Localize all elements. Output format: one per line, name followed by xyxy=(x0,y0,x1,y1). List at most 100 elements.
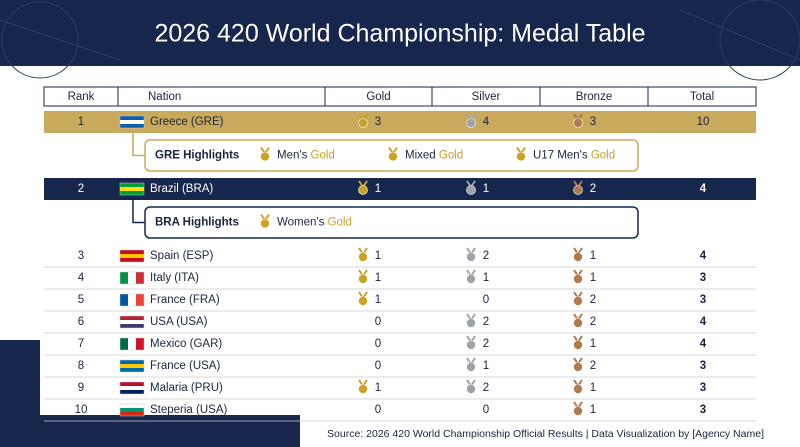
bronze-count: 2 xyxy=(590,316,596,328)
event: Women's xyxy=(277,217,325,229)
flag-stripe xyxy=(120,364,144,368)
medal-icon xyxy=(466,118,476,128)
flag-stripe xyxy=(120,294,128,306)
medal-icon xyxy=(358,252,368,262)
rank: 6 xyxy=(78,316,84,328)
silver-count: 0 xyxy=(483,294,489,306)
flag-stripe xyxy=(120,368,144,372)
highlight-item: Mixed Gold xyxy=(405,150,463,162)
flag-border xyxy=(119,249,145,263)
medal-icon xyxy=(573,185,583,195)
medal-type: Gold xyxy=(439,150,463,162)
medal-icon xyxy=(573,340,583,350)
header-cell xyxy=(647,86,757,107)
flag-stripe xyxy=(120,254,144,258)
medal-icon xyxy=(573,318,583,328)
total: 10 xyxy=(697,116,710,128)
flag-border xyxy=(119,293,145,307)
flag-border xyxy=(119,403,145,417)
flag-border xyxy=(119,182,145,196)
medal-icon xyxy=(358,118,368,128)
medal-icon xyxy=(466,274,476,284)
header-decoration xyxy=(0,0,800,81)
total: 3 xyxy=(700,382,706,394)
source-note: Source: 2026 420 World Championship Offi… xyxy=(327,428,764,440)
medal-icon xyxy=(466,362,476,372)
silver-count: 4 xyxy=(483,116,490,128)
nation: France (FRA) xyxy=(150,294,220,306)
medal-icon xyxy=(573,296,583,306)
silver-count: 1 xyxy=(483,183,489,195)
flag-stripe xyxy=(120,386,144,390)
gold-count: 3 xyxy=(375,116,381,128)
total: 4 xyxy=(700,183,707,195)
total: 3 xyxy=(700,360,706,372)
bronze-count: 2 xyxy=(590,360,596,372)
rank: 3 xyxy=(78,250,84,262)
medal-icon xyxy=(388,151,398,162)
gold-count: 1 xyxy=(375,272,381,284)
flag-stripe xyxy=(120,250,144,254)
flag-stripe xyxy=(128,294,136,306)
flag-stripe xyxy=(120,404,144,408)
column-header: Rank xyxy=(68,91,95,103)
silver-count: 2 xyxy=(483,250,489,262)
column-header: Total xyxy=(690,91,714,103)
flag-stripe xyxy=(128,338,136,350)
silver-count: 1 xyxy=(483,360,489,372)
flag-stripe xyxy=(120,390,144,394)
nation: Spain (ESP) xyxy=(150,250,213,262)
bronze-count: 3 xyxy=(590,116,596,128)
medal-type: Gold xyxy=(311,150,335,162)
rank: 10 xyxy=(75,404,88,416)
bronze-count: 2 xyxy=(590,183,596,195)
medal-icon xyxy=(573,274,583,284)
highlight-item: Women's Gold xyxy=(277,217,352,229)
medal-icon xyxy=(573,252,583,262)
nation: Greece (GRE) xyxy=(150,116,224,128)
medal-type: Gold xyxy=(328,217,352,229)
nation: Mexico (GAR) xyxy=(150,338,222,350)
event: U17 Men's xyxy=(533,150,588,162)
gold-count: 1 xyxy=(375,183,381,195)
total: 4 xyxy=(700,316,707,328)
medal-icon xyxy=(466,185,476,195)
rank: 1 xyxy=(78,116,84,128)
flag-stripe xyxy=(136,338,144,350)
event: Men's xyxy=(277,150,308,162)
medal-icon xyxy=(466,384,476,394)
medal-icon xyxy=(358,296,368,306)
flag-stripe xyxy=(120,191,144,195)
flag-stripe xyxy=(128,272,136,284)
medal-icon xyxy=(260,218,270,229)
flag-stripe xyxy=(120,124,144,128)
rank: 2 xyxy=(78,183,84,195)
medal-type: Gold xyxy=(591,150,615,162)
gold-count: 0 xyxy=(375,360,381,372)
highlight-title: GRE Highlights xyxy=(155,150,239,162)
medal-icon xyxy=(466,318,476,328)
rank: 8 xyxy=(78,360,84,372)
bronze-count: 1 xyxy=(590,338,596,350)
nation: USA (USA) xyxy=(150,316,208,328)
gold-count: 0 xyxy=(375,316,381,328)
flag-border xyxy=(119,337,145,351)
medal-icon xyxy=(573,362,583,372)
flag-stripe xyxy=(120,408,144,412)
medal-icon xyxy=(466,252,476,262)
highlight-item: U17 Men's Gold xyxy=(533,150,615,162)
flag-border xyxy=(119,315,145,329)
header-band xyxy=(0,0,800,66)
flag-stripe xyxy=(120,120,144,124)
flag-stripe xyxy=(120,272,128,284)
column-header: Nation xyxy=(148,91,181,103)
rank: 5 xyxy=(78,294,84,306)
medal-icon xyxy=(573,118,583,128)
total: 3 xyxy=(700,404,706,416)
medal-icon xyxy=(358,274,368,284)
flag-stripe xyxy=(120,316,144,320)
gold-count: 1 xyxy=(375,382,381,394)
flag-stripe xyxy=(120,382,144,386)
silver-count: 2 xyxy=(483,338,489,350)
